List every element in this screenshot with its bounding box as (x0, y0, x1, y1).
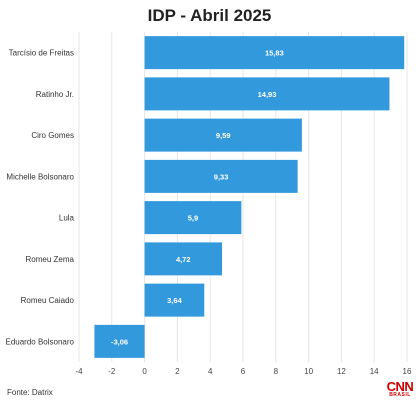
logo-sub-text: BRASIL (389, 392, 411, 398)
x-tick-label: 14 (370, 367, 379, 376)
bar-value-label: 14,93 (258, 90, 277, 99)
bar-value-label: 5,9 (188, 214, 198, 223)
bars: 15,83 14,93 9,59 9,33 5,9 4,72 3,64 -3,06 (94, 36, 405, 358)
category-label: Eduardo Bolsonaro (6, 337, 75, 346)
x-tick-label: 4 (208, 367, 213, 376)
x-tick-label: 2 (175, 367, 180, 376)
x-tick-label: -2 (108, 367, 116, 376)
x-axis-ticks: -4 -2 0 2 4 6 8 10 12 14 16 (75, 367, 412, 376)
x-tick-label: 16 (403, 367, 412, 376)
category-label: Ciro Gomes (31, 131, 74, 140)
bar (144, 77, 390, 111)
bar-value-label: 4,72 (176, 255, 191, 264)
bar (144, 283, 205, 317)
x-tick-label: 10 (304, 367, 313, 376)
cnn-brasil-logo: CNN BRASIL (384, 380, 416, 404)
category-label: Michelle Bolsonaro (6, 172, 74, 181)
x-tick-label: 12 (337, 367, 346, 376)
category-label: Ratinho Jr. (36, 90, 74, 99)
bar (144, 159, 298, 193)
x-tick-label: 0 (142, 367, 147, 376)
logo-main-text: CNN (386, 379, 414, 394)
bar-value-label: 15,83 (265, 49, 284, 58)
bar-value-label: 9,59 (216, 131, 231, 140)
category-labels: Tarcísio de Freitas Ratinho Jr. Ciro Gomes… (6, 49, 75, 347)
category-label: Romeu Zema (26, 255, 75, 264)
bar (144, 118, 302, 152)
bar-value-label: 9,33 (214, 172, 229, 181)
bar (144, 242, 223, 276)
x-tick-label: 6 (241, 367, 246, 376)
bar (144, 201, 242, 235)
category-label: Lula (59, 214, 75, 223)
source-note: Fonte: Datrix (7, 388, 53, 397)
chart-title: IDP - Abril 2025 (147, 6, 272, 25)
x-tick-label: 8 (274, 367, 279, 376)
bar-value-label: -3,06 (111, 337, 128, 346)
category-label: Tarcísio de Freitas (9, 49, 74, 58)
bar-value-label: 3,64 (167, 296, 182, 305)
category-label: Romeu Caiado (21, 296, 75, 305)
bar (94, 324, 145, 358)
bar (144, 36, 405, 70)
x-tick-label: -4 (75, 367, 83, 376)
